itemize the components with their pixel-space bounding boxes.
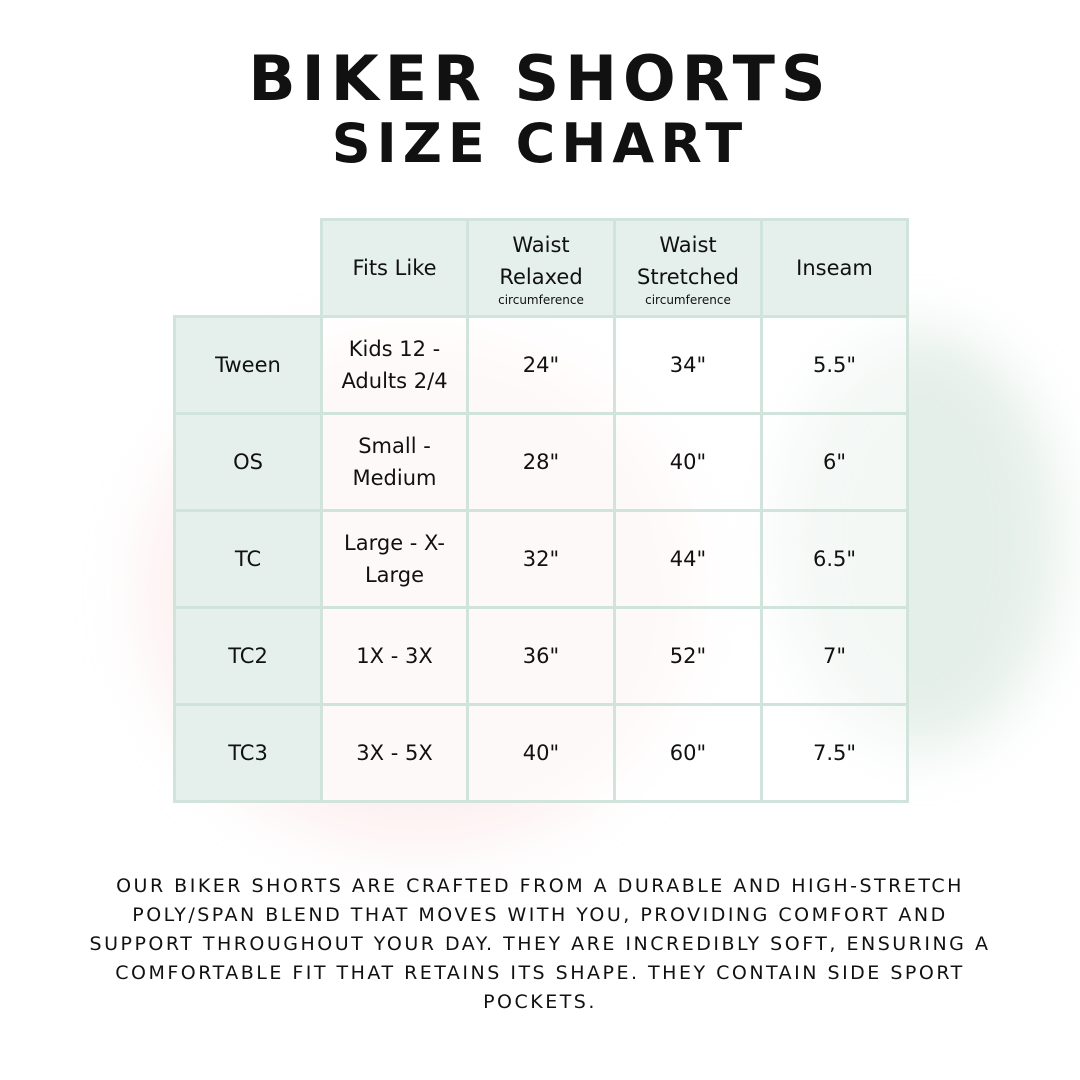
size-label: TC (173, 509, 323, 609)
inseam-cell: 6.5" (760, 509, 909, 609)
waist-stretched-cell: 40" (613, 412, 763, 512)
fits-like-cell: 1X - 3X (320, 606, 469, 706)
waist-relaxed-cell: 24" (466, 315, 616, 415)
inseam-cell: 6" (760, 412, 909, 512)
header-waist-stretched: Waist Stretched circumference (613, 218, 763, 318)
inseam-cell: 7" (760, 606, 909, 706)
waist-relaxed-cell: 32" (466, 509, 616, 609)
fits-like-cell: Large - X-Large (320, 509, 469, 609)
table-row: TC3 3X - 5X 40" 60" 7.5" (173, 703, 909, 803)
fits-like-cell: Small - Medium (320, 412, 469, 512)
page-subtitle: SIZE CHART (331, 112, 749, 175)
waist-relaxed-cell: 36" (466, 606, 616, 706)
size-label: TC2 (173, 606, 323, 706)
header-waist-relaxed: Waist Relaxed circumference (466, 218, 616, 318)
inseam-cell: 7.5" (760, 703, 909, 803)
waist-stretched-cell: 44" (613, 509, 763, 609)
table-row: TC2 1X - 3X 36" 52" 7" (173, 606, 909, 706)
table-row: OS Small - Medium 28" 40" 6" (173, 412, 909, 512)
corner-cell (175, 220, 322, 317)
waist-relaxed-cell: 28" (466, 412, 616, 512)
table-row: TC Large - X-Large 32" 44" 6.5" (173, 509, 909, 609)
fits-like-cell: Kids 12 - Adults 2/4 (320, 315, 469, 415)
header-fits-like: Fits Like (320, 218, 469, 318)
waist-stretched-cell: 34" (613, 315, 763, 415)
size-label: Tween (173, 315, 323, 415)
table-row: Tween Kids 12 - Adults 2/4 24" 34" 5.5" (173, 315, 909, 415)
waist-stretched-cell: 60" (613, 703, 763, 803)
waist-stretched-cell: 52" (613, 606, 763, 706)
page-title: BIKER SHORTS (248, 42, 832, 115)
fits-like-cell: 3X - 5X (320, 703, 469, 803)
header-inseam: Inseam (760, 218, 909, 318)
inseam-cell: 5.5" (760, 315, 909, 415)
product-description: Our biker shorts are crafted from a dura… (89, 875, 991, 1013)
size-label: TC3 (173, 703, 323, 803)
size-label: OS (173, 412, 323, 512)
size-chart-table: Fits Like Waist Relaxed circumference Wai… (173, 218, 909, 803)
table-header-row: Fits Like Waist Relaxed circumference Wai… (175, 218, 909, 318)
waist-relaxed-cell: 40" (466, 703, 616, 803)
